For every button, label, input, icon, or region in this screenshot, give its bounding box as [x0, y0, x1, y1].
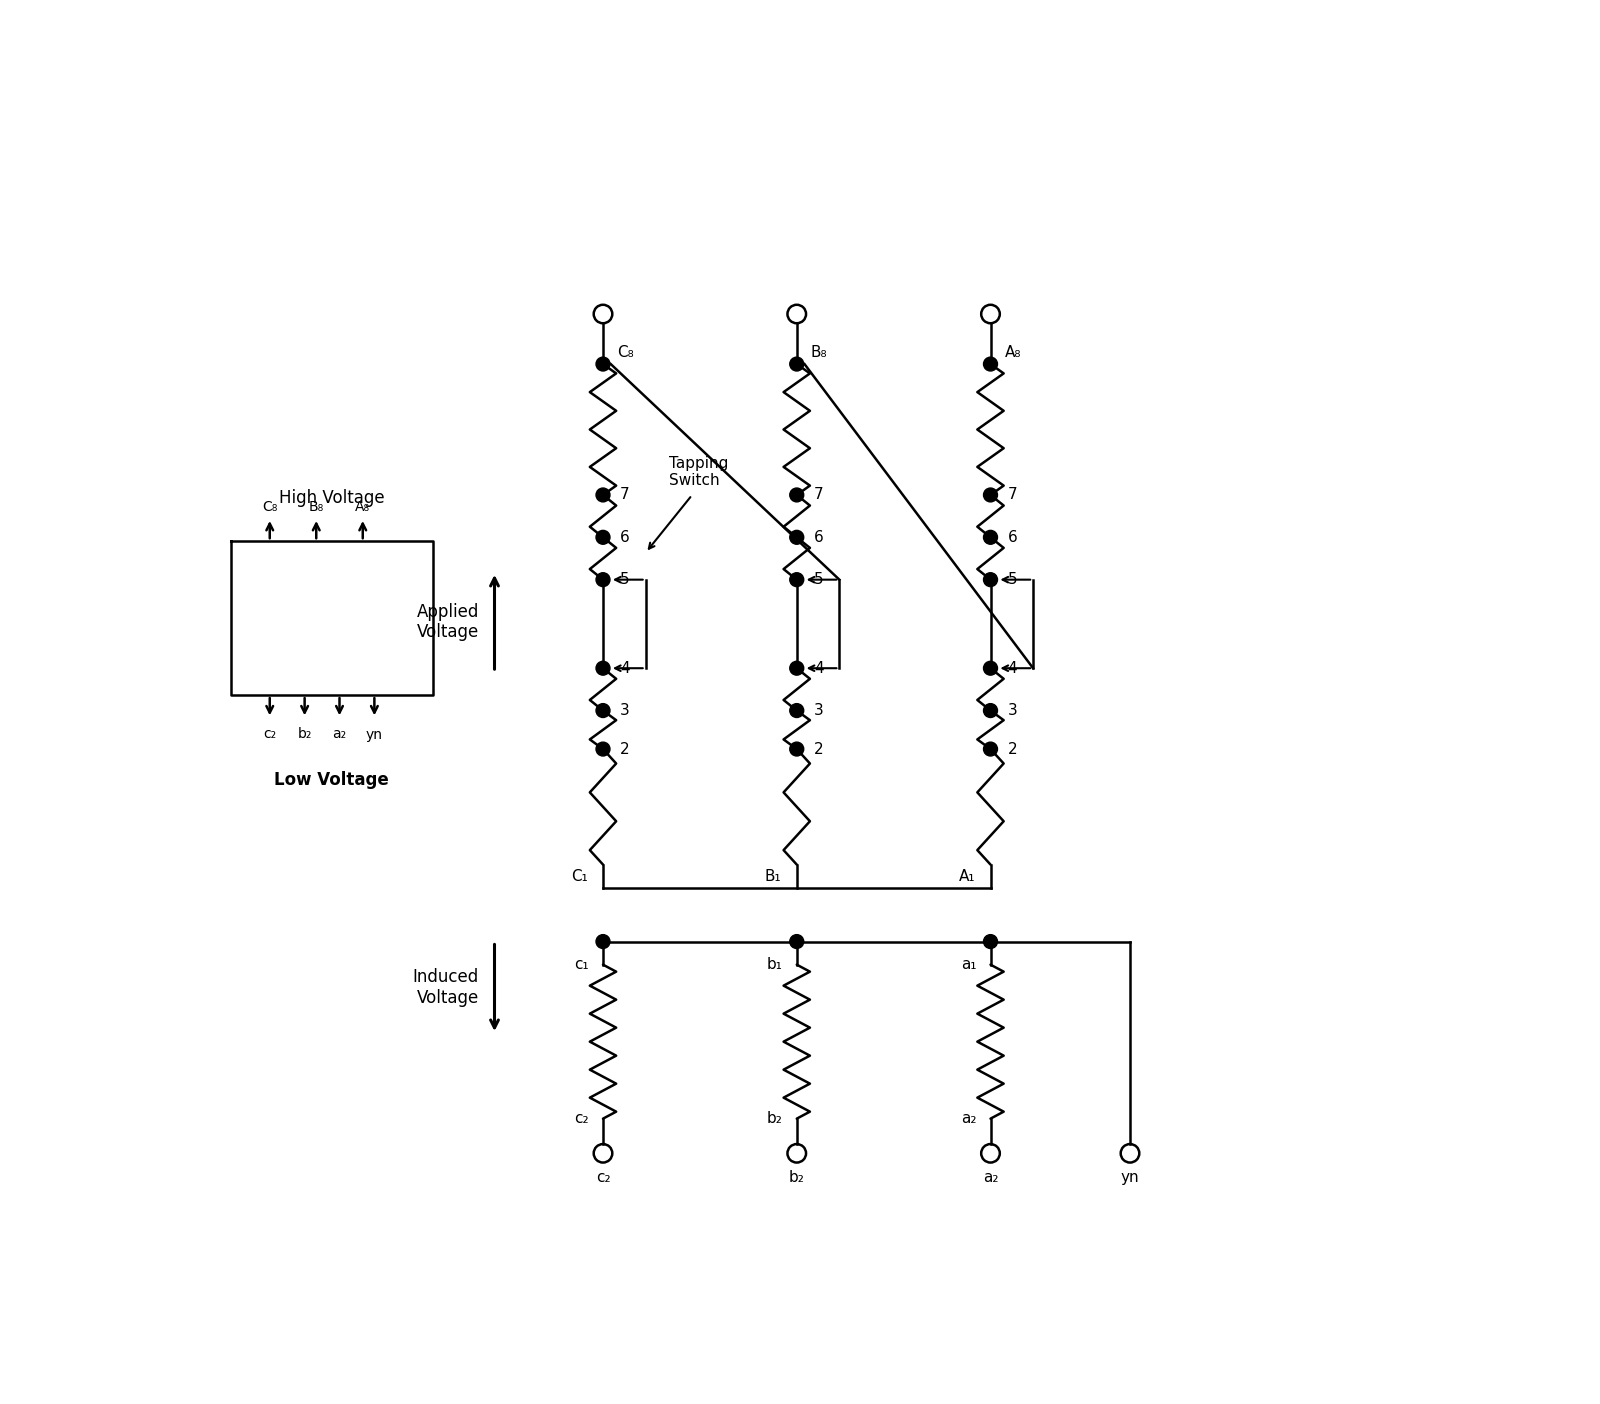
Text: 7: 7	[621, 487, 630, 503]
Text: a₂: a₂	[982, 1171, 998, 1185]
Text: 4: 4	[814, 661, 824, 675]
Text: c₁: c₁	[574, 958, 589, 972]
Text: High Voltage: High Voltage	[278, 489, 384, 507]
Text: 2: 2	[1008, 741, 1018, 757]
Text: C₁: C₁	[571, 869, 587, 883]
Text: Induced
Voltage: Induced Voltage	[413, 969, 478, 1007]
Circle shape	[790, 743, 803, 755]
Text: 3: 3	[814, 703, 824, 717]
Circle shape	[790, 935, 803, 949]
Text: A₁: A₁	[958, 869, 974, 883]
Text: 3: 3	[621, 703, 630, 717]
Circle shape	[790, 661, 803, 675]
Circle shape	[984, 531, 997, 545]
Text: 2: 2	[621, 741, 630, 757]
Circle shape	[984, 489, 997, 501]
Circle shape	[597, 743, 610, 755]
Circle shape	[790, 357, 803, 371]
Circle shape	[790, 489, 803, 501]
Text: 5: 5	[814, 573, 824, 587]
Text: 5: 5	[621, 573, 630, 587]
Text: 6: 6	[814, 529, 824, 545]
Circle shape	[984, 357, 997, 371]
Text: b₂: b₂	[298, 727, 312, 741]
Text: 4: 4	[1008, 661, 1018, 675]
Text: 6: 6	[1008, 529, 1018, 545]
Text: b₂: b₂	[766, 1111, 782, 1126]
Text: c₂: c₂	[574, 1111, 589, 1126]
Text: a₂: a₂	[333, 727, 347, 741]
Circle shape	[984, 703, 997, 717]
Circle shape	[984, 661, 997, 675]
Text: B₈: B₈	[309, 500, 323, 514]
Text: a₂: a₂	[962, 1111, 976, 1126]
Circle shape	[984, 935, 997, 949]
Circle shape	[597, 935, 610, 949]
Text: B₁: B₁	[765, 869, 781, 883]
Text: C₈: C₈	[262, 500, 277, 514]
Text: Applied
Voltage: Applied Voltage	[416, 602, 478, 642]
Circle shape	[597, 489, 610, 501]
Circle shape	[984, 743, 997, 755]
Text: Tapping
Switch: Tapping Switch	[669, 456, 728, 489]
Text: A₈: A₈	[355, 500, 370, 514]
Circle shape	[597, 661, 610, 675]
Text: 4: 4	[621, 661, 630, 675]
Text: 6: 6	[621, 529, 630, 545]
Circle shape	[790, 573, 803, 587]
Text: b₁: b₁	[766, 958, 782, 972]
Text: 7: 7	[814, 487, 824, 503]
Text: c₂: c₂	[262, 727, 277, 741]
Circle shape	[597, 531, 610, 545]
Text: c₂: c₂	[595, 1171, 610, 1185]
Circle shape	[597, 357, 610, 371]
Circle shape	[984, 573, 997, 587]
Text: Low Voltage: Low Voltage	[274, 771, 389, 789]
Text: 7: 7	[1008, 487, 1018, 503]
Circle shape	[597, 703, 610, 717]
Circle shape	[597, 573, 610, 587]
Text: 2: 2	[814, 741, 824, 757]
Text: C₈: C₈	[618, 345, 634, 361]
Text: a₁: a₁	[962, 958, 976, 972]
Text: yn: yn	[366, 727, 382, 741]
Circle shape	[790, 703, 803, 717]
Text: A₈: A₈	[1005, 345, 1021, 361]
Text: B₈: B₈	[811, 345, 827, 361]
Text: yn: yn	[1120, 1171, 1139, 1185]
Text: b₂: b₂	[789, 1171, 805, 1185]
Circle shape	[790, 531, 803, 545]
Text: 3: 3	[1008, 703, 1018, 717]
Text: 5: 5	[1008, 573, 1018, 587]
